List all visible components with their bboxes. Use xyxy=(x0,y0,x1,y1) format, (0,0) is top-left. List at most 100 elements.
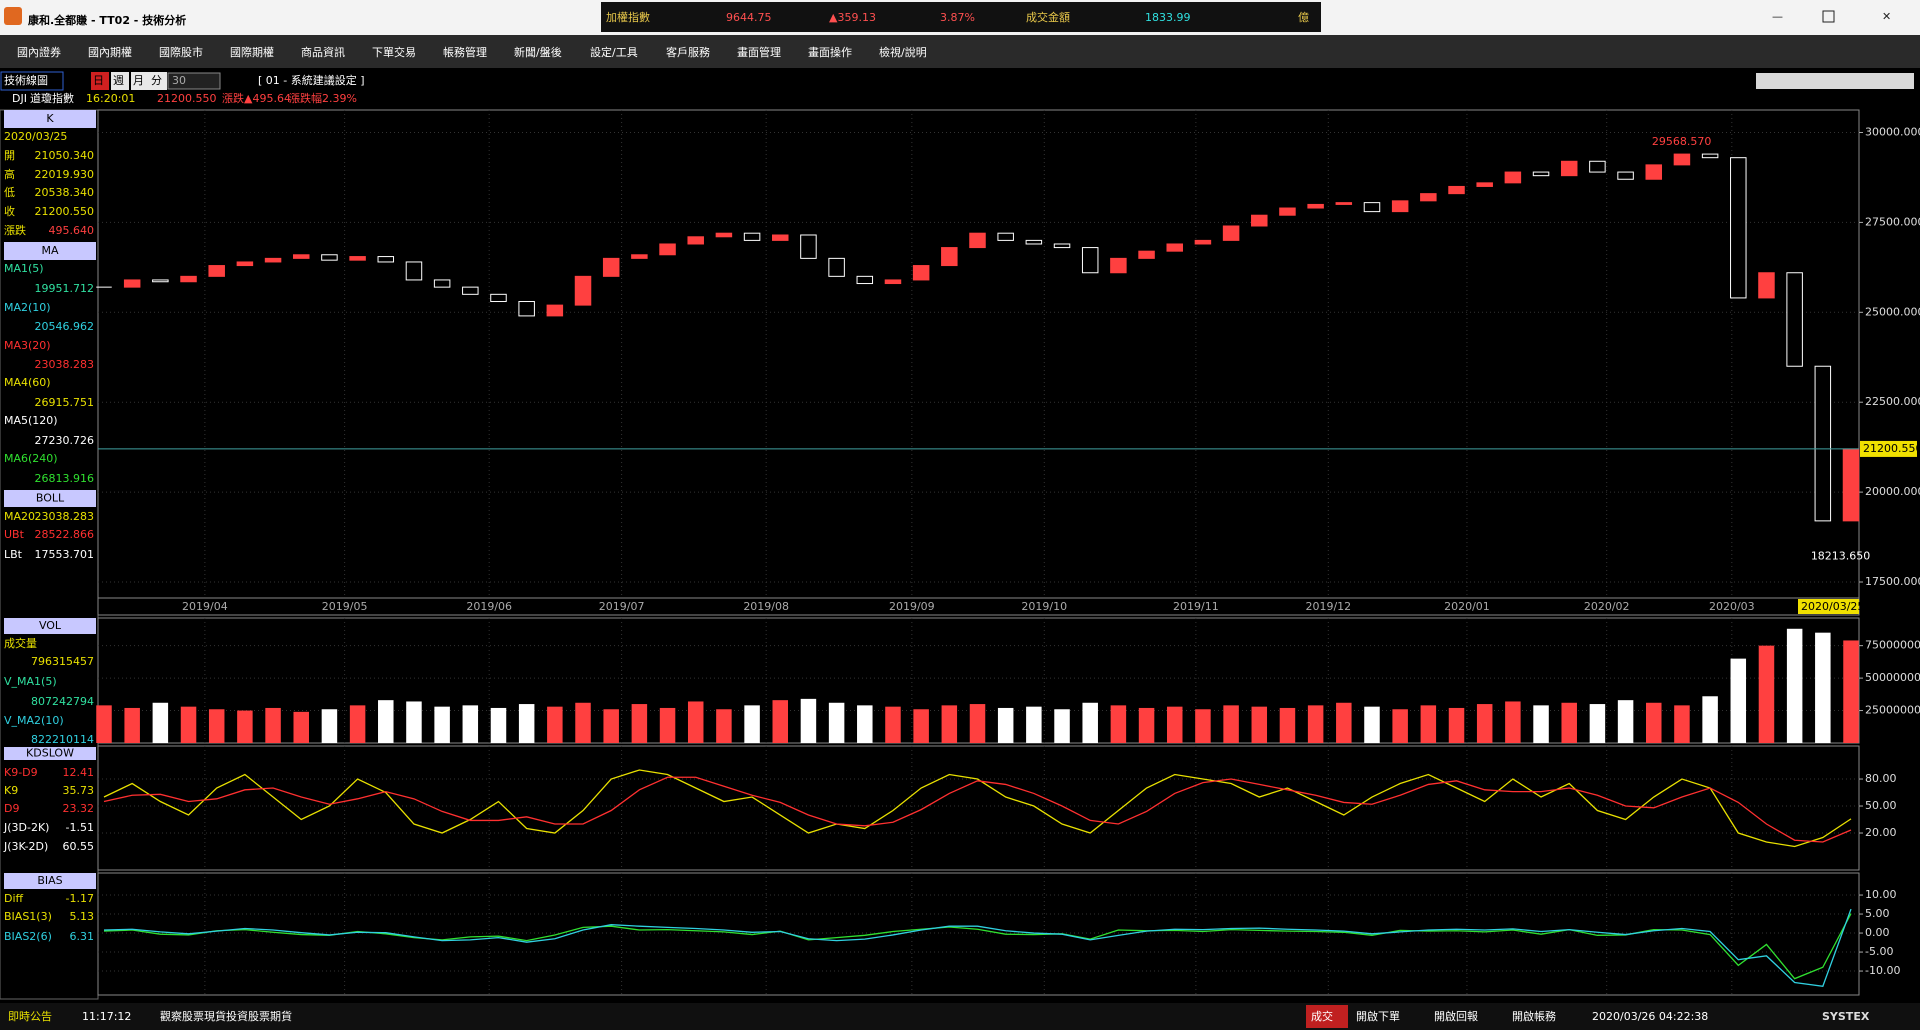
period-label[interactable]: 日 xyxy=(93,74,104,87)
legend-date: 2020/03/25 xyxy=(4,130,67,143)
legend-label: LBt xyxy=(4,548,23,561)
menu-item[interactable]: 畫面管理 xyxy=(737,45,781,59)
candle xyxy=(1025,239,1043,245)
candle xyxy=(546,304,564,317)
trade-box[interactable] xyxy=(1306,1005,1348,1028)
menu-item[interactable]: 畫面操作 xyxy=(808,45,852,59)
period-label[interactable]: 分 xyxy=(151,74,162,87)
ticker-change: ▲359.13 xyxy=(829,11,876,24)
maximize-button[interactable] xyxy=(1822,10,1835,23)
menu-item[interactable]: 下單交易 xyxy=(372,45,416,59)
status-button[interactable]: 開啟回報 xyxy=(1434,1009,1478,1023)
candle xyxy=(772,234,789,241)
close-button[interactable]: ✕ xyxy=(1882,10,1891,23)
menu-item[interactable]: 國際期權 xyxy=(230,46,274,59)
menu-item[interactable]: 商品資訊 xyxy=(301,45,345,59)
trade-label[interactable]: 成交 xyxy=(1311,1009,1333,1023)
volume-bar xyxy=(321,709,338,743)
legend-label: BIAS2(6) xyxy=(4,930,52,943)
menu-item[interactable]: 設定/工具 xyxy=(590,45,638,59)
legend-header xyxy=(4,490,96,507)
candle xyxy=(997,232,1014,241)
y-tick-label: 5000000000 xyxy=(1865,671,1920,684)
volume-bar xyxy=(547,706,563,743)
x-tick-label: 2019/04 xyxy=(182,600,228,613)
candle xyxy=(1420,193,1437,202)
legend-value: -1.51 xyxy=(66,821,94,834)
legend-value: 495.640 xyxy=(49,224,95,237)
menu-item[interactable]: 檢視/說明 xyxy=(879,45,927,59)
volume-bar xyxy=(208,709,225,743)
volume-bar xyxy=(462,705,479,743)
legend-value: 20546.962 xyxy=(35,320,95,333)
legend-header xyxy=(4,618,96,634)
y-tick-label: 20.00 xyxy=(1865,826,1897,839)
legend-header-text: BOLL xyxy=(36,492,65,505)
volume-bar xyxy=(716,709,732,743)
volume-bar xyxy=(1223,705,1239,743)
candle xyxy=(1617,171,1634,180)
menu-item[interactable]: 新聞/盤後 xyxy=(514,45,562,59)
y-tick-label: 17500.000 xyxy=(1865,575,1920,588)
y-tick-label: -5.00 xyxy=(1865,945,1893,958)
volume-bar xyxy=(969,704,986,743)
volume-bar xyxy=(603,709,619,743)
quote-symbol: DJI xyxy=(12,92,27,105)
minimize-button[interactable]: — xyxy=(1772,10,1783,23)
candle xyxy=(941,247,958,267)
period-button[interactable] xyxy=(111,72,129,90)
legend-value: 807242794 xyxy=(31,695,94,708)
menu-item[interactable]: 帳務管理 xyxy=(443,45,487,59)
period-button[interactable] xyxy=(149,72,167,90)
menu-item[interactable]: 國內期權 xyxy=(88,46,132,59)
last-price-tag xyxy=(1860,440,1917,457)
legend-label: MA5(120) xyxy=(4,414,58,427)
period-button[interactable] xyxy=(91,72,109,90)
legend-value: 20538.340 xyxy=(35,186,95,199)
legend-label: D9 xyxy=(4,802,19,815)
y-tick-label: 30000.000 xyxy=(1865,126,1920,139)
legend-value: 26915.751 xyxy=(35,396,95,409)
menu-item[interactable]: 國際股市 xyxy=(159,45,203,59)
tool-icons[interactable] xyxy=(1756,73,1914,89)
volume-bar xyxy=(744,705,760,743)
candle xyxy=(884,279,902,285)
menu-item[interactable]: 國內證券 xyxy=(17,45,61,59)
candle xyxy=(518,301,535,317)
period-label[interactable]: 月 xyxy=(133,74,144,87)
legend-label: MA6(240) xyxy=(4,452,58,465)
legend-label: 成交量 xyxy=(4,636,37,650)
minutes-value[interactable]: 30 xyxy=(172,74,186,87)
volume-bar xyxy=(659,707,676,743)
volume-bar xyxy=(293,711,309,743)
panel-frame xyxy=(97,745,1860,871)
status-button[interactable]: 開啟下單 xyxy=(1356,1009,1400,1023)
volume-bar xyxy=(913,709,929,743)
candle xyxy=(856,275,874,285)
legend-value: 28522.866 xyxy=(35,528,95,541)
period-button[interactable] xyxy=(131,72,149,90)
y-tick-label: 5.00 xyxy=(1865,907,1890,920)
volume-bar xyxy=(1476,704,1493,743)
x-tick-label: 2020/02 xyxy=(1584,600,1630,613)
volume-bar xyxy=(1026,706,1042,743)
app-icon xyxy=(4,7,22,25)
candle xyxy=(321,254,338,261)
menu-item[interactable]: 客戶服務 xyxy=(666,45,710,59)
x-tick-label: 2019/06 xyxy=(466,600,512,613)
volume-bar xyxy=(406,701,422,743)
legend-value: 22019.930 xyxy=(35,168,95,181)
volume-bar xyxy=(1336,702,1352,743)
chart-tab xyxy=(0,71,64,91)
low-label: 18213.650 xyxy=(1811,549,1871,562)
bias-line xyxy=(103,908,1852,987)
period-label[interactable]: 週 xyxy=(113,74,124,87)
legend-header-text: K xyxy=(46,112,54,125)
kd-line xyxy=(103,776,1852,843)
candle xyxy=(828,257,845,277)
minutes-select[interactable] xyxy=(167,72,221,90)
status-button[interactable]: 開啟帳務 xyxy=(1512,1009,1556,1023)
volume-bar xyxy=(152,702,169,743)
y-tick-label: 10.00 xyxy=(1865,888,1897,901)
legend-value: -1.17 xyxy=(66,892,94,905)
